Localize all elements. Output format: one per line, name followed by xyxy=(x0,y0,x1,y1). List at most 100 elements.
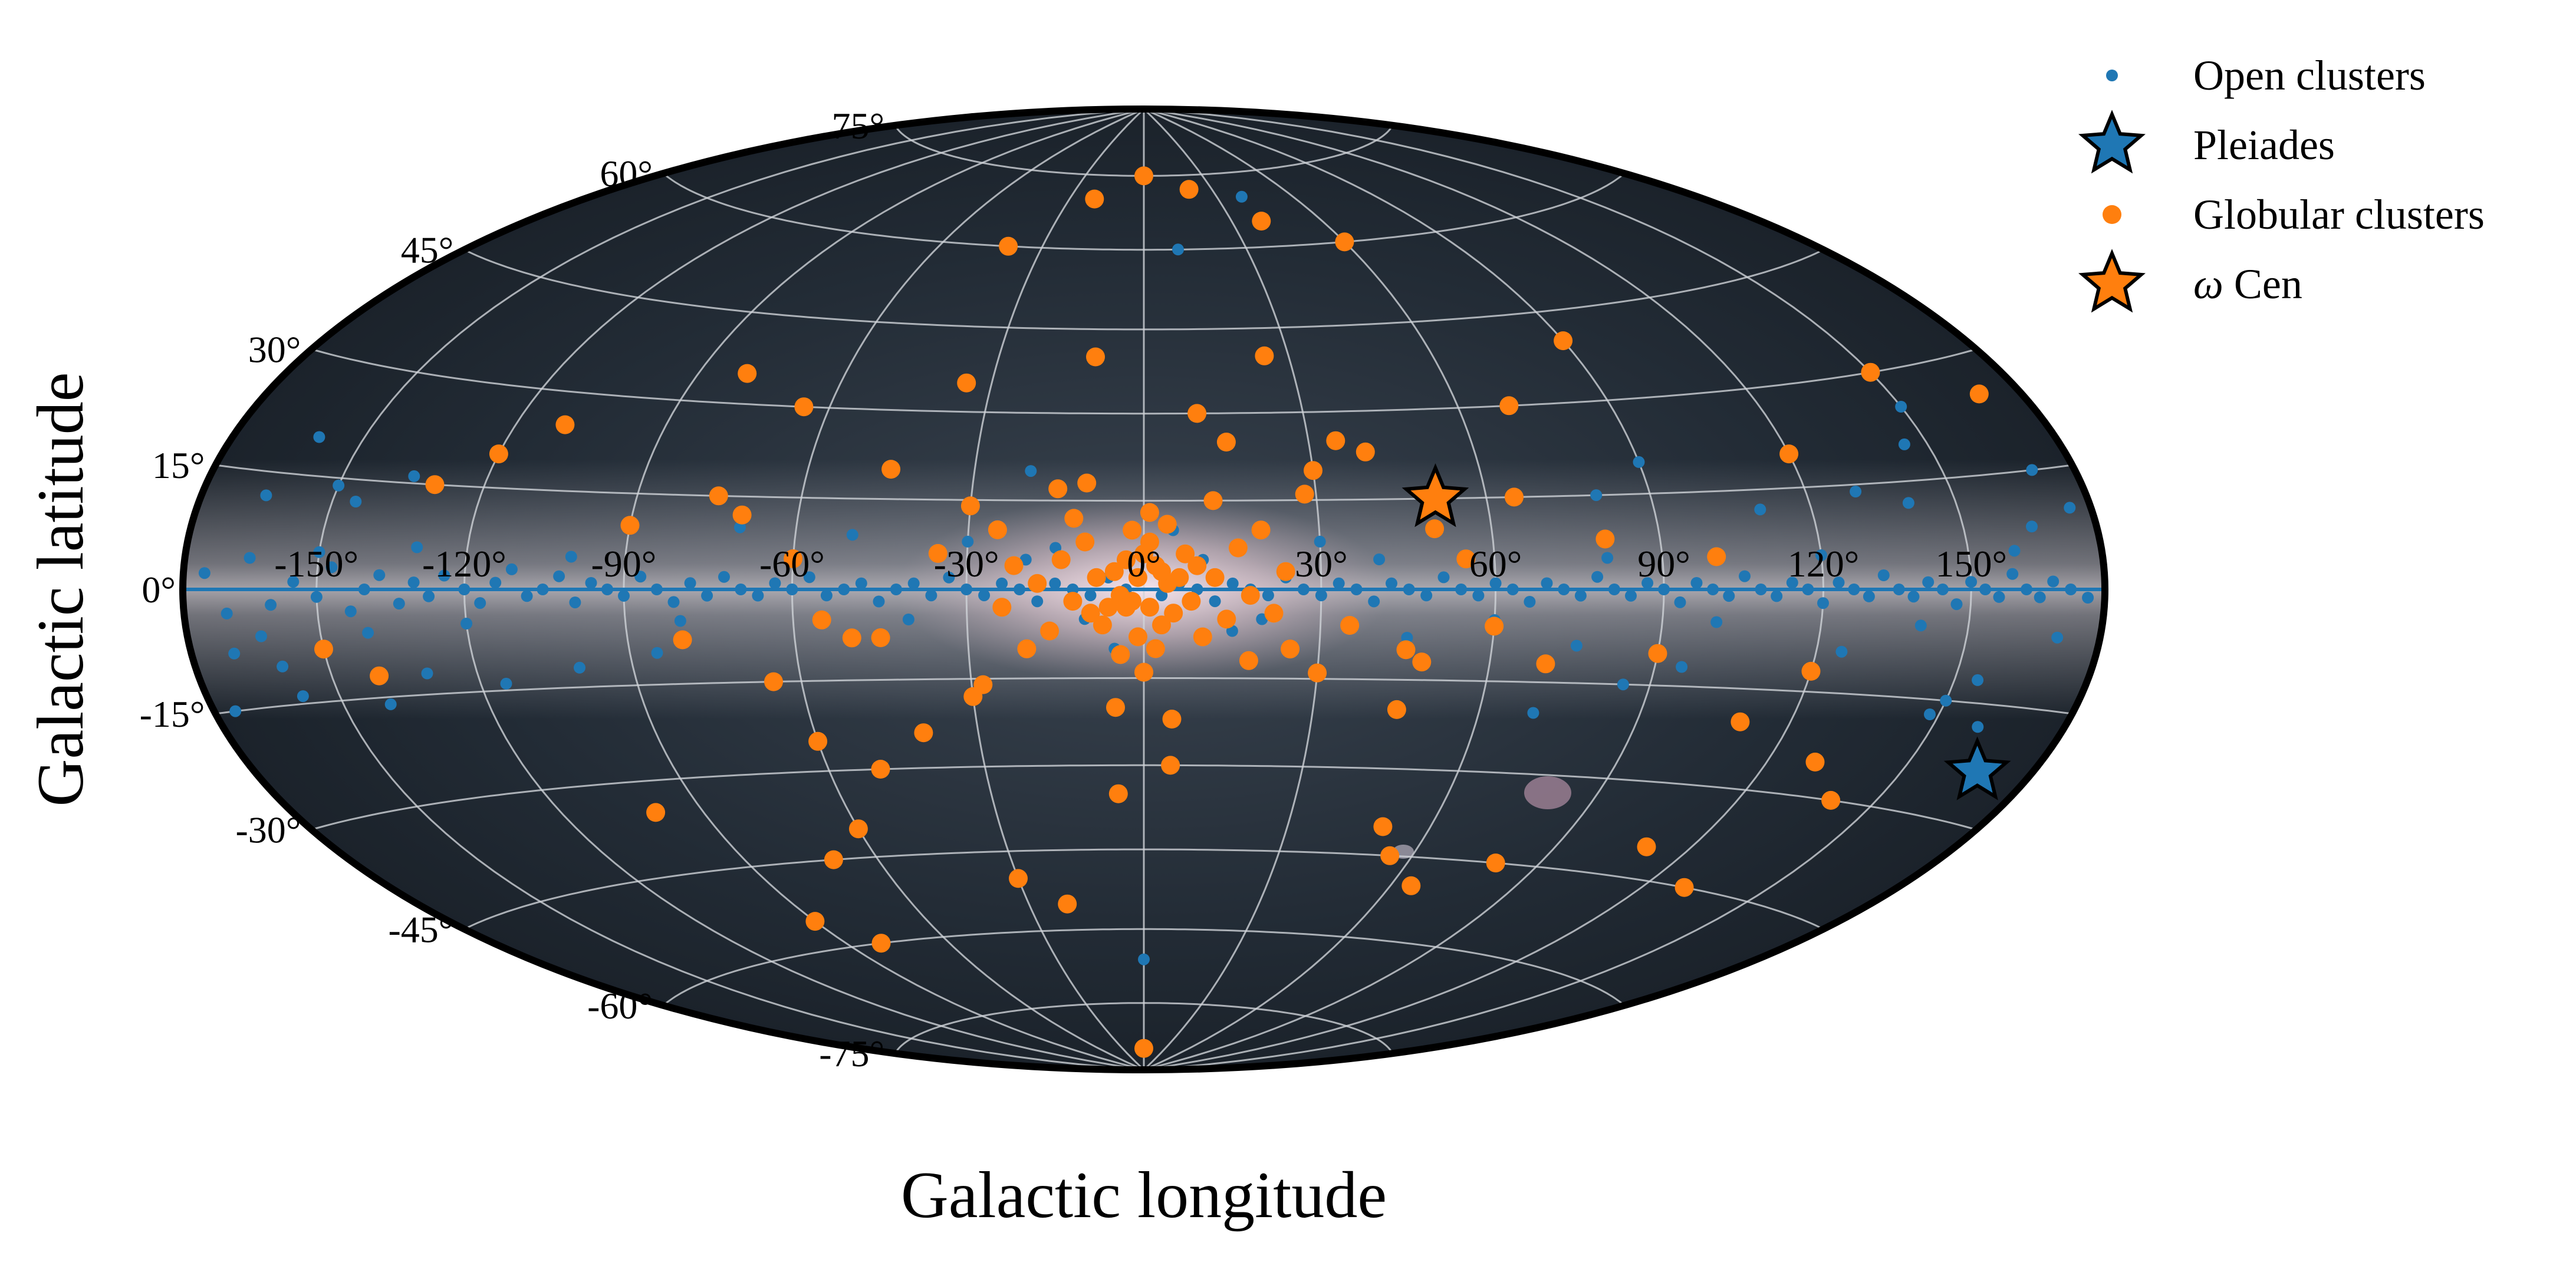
point-open-clusters xyxy=(1754,503,1766,516)
point-globular-clusters xyxy=(1161,756,1180,775)
point-globular-clusters xyxy=(1116,598,1136,617)
point-open-clusters xyxy=(277,660,289,673)
point-globular-clusters xyxy=(794,397,814,417)
point-globular-clusters xyxy=(1356,442,1375,462)
point-open-clusters xyxy=(229,705,242,717)
point-open-clusters xyxy=(1895,401,1907,413)
point-globular-clusters xyxy=(1164,604,1183,623)
point-open-clusters xyxy=(438,569,450,582)
point-globular-clusters xyxy=(1805,752,1825,772)
star-marker-pleiades xyxy=(1943,736,2011,800)
point-open-clusters xyxy=(907,577,920,589)
point-globular-clusters xyxy=(1187,404,1207,423)
point-globular-clusters xyxy=(1801,661,1821,681)
point-globular-clusters xyxy=(988,520,1007,539)
point-globular-clusters xyxy=(1140,503,1159,522)
point-open-clusters xyxy=(358,584,370,595)
point-globular-clusters xyxy=(1281,640,1300,659)
point-open-clusters xyxy=(1850,486,1862,497)
point-globular-clusters xyxy=(1554,331,1573,351)
legend: Open clusters Pleiades Globular clusters… xyxy=(2078,52,2485,313)
point-open-clusters xyxy=(735,584,747,595)
point-open-clusters xyxy=(1368,595,1380,608)
point-open-clusters xyxy=(1817,597,1829,609)
point-globular-clusters xyxy=(1086,347,1105,367)
point-globular-clusters xyxy=(808,731,828,751)
point-open-clusters xyxy=(1940,694,1952,707)
point-open-clusters xyxy=(1608,584,1620,595)
point-open-clusters xyxy=(2082,592,2094,604)
point-open-clusters xyxy=(460,618,473,629)
point-open-clusters xyxy=(902,614,914,625)
point-globular-clusters xyxy=(1128,568,1147,587)
point-open-clusters xyxy=(362,627,374,639)
point-globular-clusters xyxy=(963,687,983,706)
point-globular-clusters xyxy=(1106,698,1125,717)
point-open-clusters xyxy=(1314,535,1326,548)
point-open-clusters xyxy=(1256,613,1268,625)
legend-label-pleiades: Pleiades xyxy=(2193,121,2335,169)
point-open-clusters xyxy=(752,589,764,602)
point-open-clusters xyxy=(1297,584,1310,595)
latitude-tick-label: 15° xyxy=(152,444,205,486)
point-open-clusters xyxy=(786,584,798,595)
point-open-clusters xyxy=(1739,570,1751,582)
point-globular-clusters xyxy=(1140,532,1159,552)
point-open-clusters xyxy=(1877,569,1890,581)
point-open-clusters xyxy=(521,590,533,602)
latitude-tick-label: 45° xyxy=(401,229,454,271)
point-open-clusters xyxy=(408,470,420,482)
point-open-clusters xyxy=(634,571,647,583)
point-globular-clusters xyxy=(1182,592,1201,611)
point-open-clusters xyxy=(565,551,577,563)
point-globular-clusters xyxy=(881,460,901,479)
star-marker--cen xyxy=(1401,463,1469,528)
point-open-clusters xyxy=(585,577,597,589)
point-globular-clusters xyxy=(1146,639,1165,658)
longitude-tick-label: 0° xyxy=(1127,543,1161,585)
latitude-tick-label: -45° xyxy=(388,908,453,950)
point-open-clusters xyxy=(1472,589,1485,602)
point-open-clusters xyxy=(601,584,613,595)
point-globular-clusters xyxy=(673,630,692,650)
x-axis-title: Galactic longitude xyxy=(901,1159,1387,1232)
point-open-clusters xyxy=(1138,953,1150,965)
point-open-clusters xyxy=(221,607,233,619)
point-globular-clusters xyxy=(1176,544,1195,563)
point-globular-clusters xyxy=(1028,573,1047,593)
point-open-clusters xyxy=(1541,577,1553,589)
point-open-clusters xyxy=(255,630,267,642)
point-globular-clusters xyxy=(848,819,868,839)
omega-symbol: ω xyxy=(2193,261,2223,308)
point-globular-clusters xyxy=(805,912,825,931)
point-open-clusters xyxy=(650,584,663,595)
point-globular-clusters xyxy=(1123,520,1142,540)
point-open-clusters xyxy=(1723,590,1735,602)
point-open-clusters xyxy=(1524,596,1536,608)
point-open-clusters xyxy=(198,567,210,579)
point-globular-clusters xyxy=(999,236,1018,256)
point-open-clusters xyxy=(838,584,850,595)
point-open-clusters xyxy=(333,479,345,492)
point-open-clusters xyxy=(1950,598,1963,611)
point-globular-clusters xyxy=(764,672,783,691)
point-open-clusters xyxy=(1674,596,1686,608)
point-globular-clusters xyxy=(1170,568,1189,587)
point-globular-clusters xyxy=(1731,712,1750,731)
omega-cen-suffix: Cen xyxy=(2223,261,2302,308)
point-globular-clusters xyxy=(1152,562,1172,581)
point-open-clusters xyxy=(718,571,730,583)
point-open-clusters xyxy=(2051,631,2064,644)
point-globular-clusters xyxy=(370,666,389,685)
point-open-clusters xyxy=(1979,584,1992,595)
point-open-clusters xyxy=(1235,190,1248,203)
point-globular-clusters xyxy=(1255,346,1274,365)
point-open-clusters xyxy=(1771,590,1783,602)
point-globular-clusters xyxy=(1093,615,1112,635)
point-globular-clusters xyxy=(871,934,891,953)
point-open-clusters xyxy=(458,584,471,595)
longitude-tick-labels: -150° -120° -90° -60° -30° 0° 30° 60° 90° 120° 150… xyxy=(274,543,2007,585)
point-globular-clusters xyxy=(1861,362,1880,382)
point-open-clusters xyxy=(1786,576,1798,589)
